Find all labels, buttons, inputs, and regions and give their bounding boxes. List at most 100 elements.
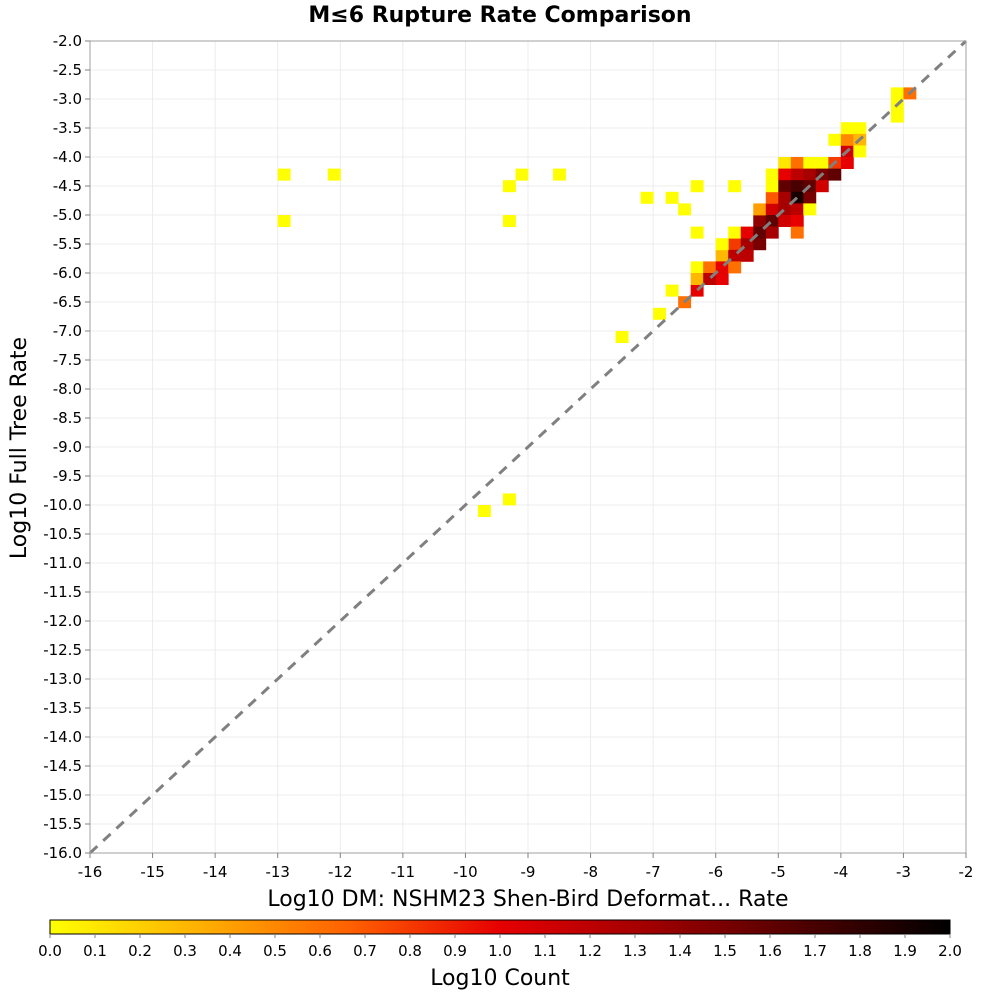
colorbar-tick-label: 0.2 (128, 942, 152, 960)
y-axis-label: Log10 Full Tree Rate (7, 337, 32, 559)
heatmap-cell (853, 122, 867, 135)
y-tick-label: -11.0 (43, 554, 82, 572)
heatmap-cell (327, 168, 341, 181)
x-tick-label: -2 (959, 863, 974, 881)
y-tick-label: -9.5 (53, 467, 82, 485)
y-tick-label: -4.0 (53, 148, 82, 166)
heatmap-cell (765, 226, 779, 239)
heatmap-cell (553, 168, 566, 181)
x-tick-label: -16 (78, 863, 103, 881)
heatmap-cell (728, 261, 742, 274)
x-tick-label: -14 (203, 863, 228, 881)
colorbar-tick-label: 0.6 (308, 942, 332, 960)
heatmap-cell (753, 203, 767, 216)
heatmap-cell (828, 168, 842, 181)
x-tick-label: -7 (646, 863, 661, 881)
heatmap-cell (740, 226, 754, 239)
heatmap-cell (890, 110, 904, 123)
colorbar-tick-label: 0.5 (263, 942, 287, 960)
heatmap-cell (803, 191, 817, 204)
colorbar-ticks: 0.0 0.1 0.2 0.3 0.4 0.5 0.6 0.7 0.8 0.9 1.0 1.1 1.2 1… (38, 934, 962, 960)
heatmap-cell (502, 493, 516, 506)
y-tick-label: -10.5 (43, 525, 82, 543)
y-tick-label: -15.0 (43, 786, 82, 804)
y-tick-label: -6.0 (53, 264, 82, 282)
y-tick-label: -10.0 (43, 496, 82, 514)
heatmap-cell (815, 180, 829, 193)
heatmap-cell (765, 191, 779, 204)
x-tick-label: -8 (583, 863, 598, 881)
x-tick-label: -13 (265, 863, 290, 881)
heatmap-cell (665, 284, 679, 297)
x-axis-ticks: -16 -15 -14 -13 -12 -11 -10 -9 -8 -7 -6 -5 -4 -3 -2 (78, 853, 974, 881)
heatmap-cell (778, 180, 792, 193)
heatmap-cell (690, 261, 704, 274)
heatmap-cell (753, 215, 767, 227)
heatmap-cell (840, 157, 854, 169)
colorbar-tick-label: 0.8 (398, 942, 422, 960)
heatmap-cell (277, 215, 291, 227)
heatmap-cell (778, 215, 792, 227)
heatmap-cell (840, 122, 854, 135)
heatmap-cell (803, 168, 817, 181)
heatmap-cell (515, 168, 529, 181)
colorbar-tick-label: 1.8 (848, 942, 872, 960)
colorbar-tick-label: 1.7 (803, 942, 827, 960)
y-tick-label: -5.5 (53, 235, 82, 253)
heatmap-cell (803, 203, 817, 216)
colorbar-tick-label: 0.4 (218, 942, 242, 960)
heatmap-cell (790, 203, 804, 216)
y-tick-label: -8.0 (53, 380, 82, 398)
heatmap-cell (640, 191, 654, 204)
colorbar-tick-label: 2.0 (938, 942, 962, 960)
y-tick-label: -2.0 (53, 32, 82, 50)
colorbar-tick-label: 1.6 (758, 942, 782, 960)
heatmap-cell (740, 249, 754, 262)
x-tick-label: -5 (771, 863, 786, 881)
heatmap-cell (690, 273, 704, 285)
heatmap-cell (728, 226, 742, 239)
x-tick-label: -15 (140, 863, 165, 881)
heatmap-cell (778, 191, 792, 204)
y-tick-label: -3.5 (53, 119, 82, 137)
heatmap-cell (715, 238, 729, 251)
heatmap-cell (728, 249, 742, 262)
x-tick-label: -9 (521, 863, 536, 881)
colorbar-label: Log10 Count (430, 966, 570, 991)
heatmap-cell (765, 168, 779, 181)
heatmap-cell (790, 168, 804, 181)
heatmap-cell (890, 87, 904, 100)
x-tick-label: -12 (328, 863, 353, 881)
heatmap-cell (715, 273, 729, 285)
heatmap-cell (690, 180, 704, 193)
y-tick-label: -12.5 (43, 641, 82, 659)
colorbar-tick-label: 0.7 (353, 942, 377, 960)
y-tick-label: -2.5 (53, 61, 82, 79)
heatmap-cell (728, 180, 742, 193)
reference-line (88, 39, 968, 855)
colorbar-tick-label: 1.1 (533, 942, 557, 960)
y-tick-label: -3.0 (53, 90, 82, 108)
heatmap-cell (765, 203, 779, 216)
heatmap-cell (790, 226, 804, 239)
heatmap-cell (803, 157, 817, 169)
y-tick-label: -13.5 (43, 699, 82, 717)
y-tick-label: -16.0 (43, 844, 82, 862)
heatmap-cell (778, 168, 792, 181)
y-tick-label: -4.5 (53, 177, 82, 195)
colorbar-tick-label: 0.3 (173, 942, 197, 960)
heatmap-cell (678, 203, 692, 216)
colorbar-tick-label: 1.2 (578, 942, 602, 960)
chart-title: M≤6 Rupture Rate Comparison (308, 3, 691, 28)
x-tick-label: -4 (833, 863, 848, 881)
heatmap-cell (615, 331, 629, 343)
colorbar-tick-label: 1.9 (893, 942, 917, 960)
x-tick-label: -11 (391, 863, 416, 881)
y-tick-label: -6.5 (53, 293, 82, 311)
y-tick-label: -11.5 (43, 583, 82, 601)
colorbar (49, 919, 951, 935)
heatmap-cell (728, 238, 742, 251)
heatmap-cell (715, 249, 729, 262)
x-tick-label: -6 (708, 863, 723, 881)
